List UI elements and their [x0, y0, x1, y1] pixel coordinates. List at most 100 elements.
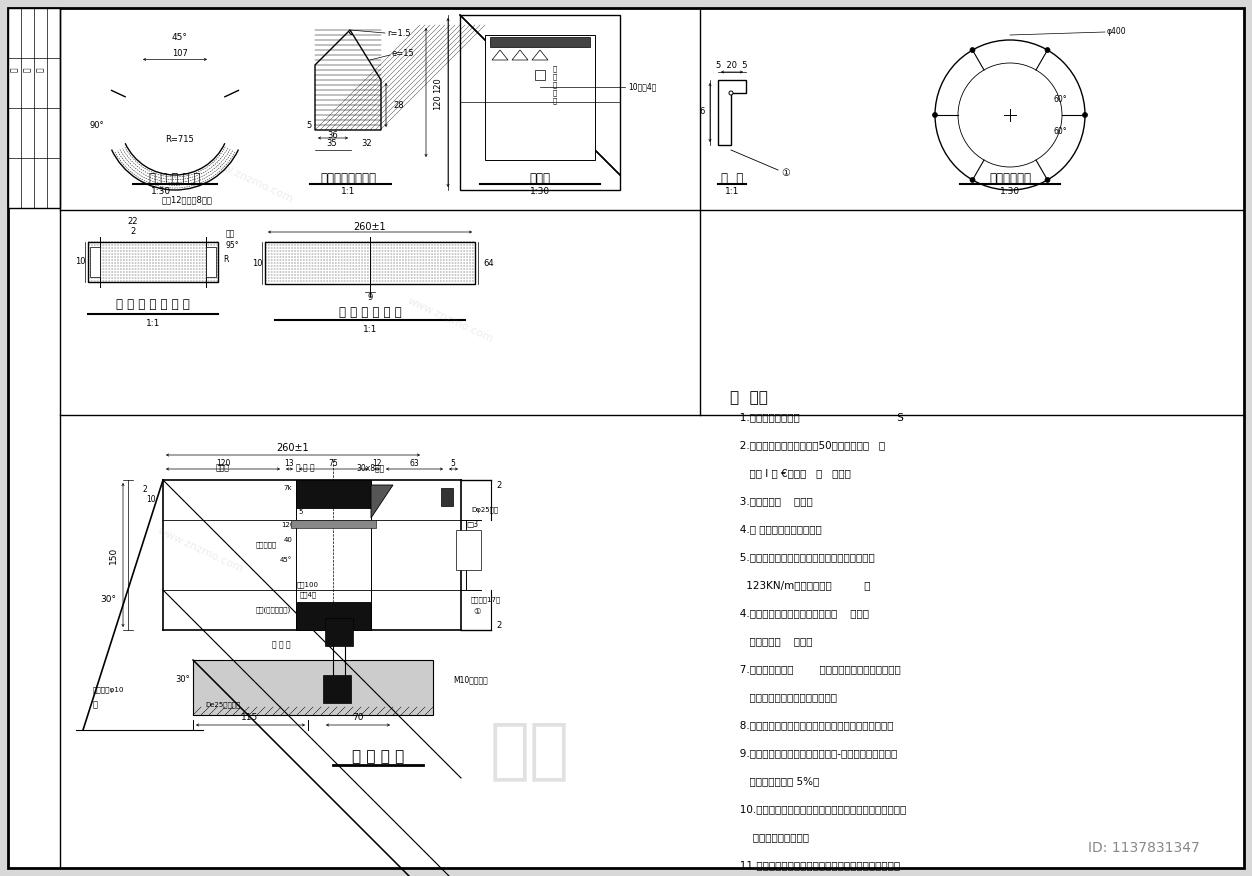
Text: 灌口缝隙φ10: 灌口缝隙φ10	[93, 687, 124, 693]
Text: 2: 2	[143, 485, 148, 494]
Circle shape	[970, 178, 975, 182]
Text: 11.注浆孔的数量及位置可结合现场施工实际需要调整。: 11.注浆孔的数量及位置可结合现场施工实际需要调整。	[730, 860, 900, 870]
Text: 衬垫(底层胶合板): 衬垫(底层胶合板)	[255, 607, 292, 613]
Text: 64: 64	[483, 258, 493, 267]
Bar	[441, 488, 453, 506]
Text: www.znzmo.com: www.znzmo.com	[155, 526, 244, 575]
Bar	[8, 8, 60, 208]
Text: 不
连
续
钢
筋: 不 连 续 钢 筋	[553, 65, 557, 104]
Text: r=1.5: r=1.5	[387, 29, 411, 38]
Circle shape	[729, 91, 732, 95]
Text: 密 封 胶: 密 封 胶	[295, 463, 314, 472]
Text: 1:1: 1:1	[341, 187, 356, 196]
Text: 10: 10	[252, 258, 262, 267]
Text: 外径100: 外径100	[297, 582, 319, 589]
Text: 15: 15	[328, 495, 338, 501]
Text: De25外方管堵: De25外方管堵	[205, 702, 240, 709]
Text: 3.砼保护层：    毫米。: 3.砼保护层： 毫米。	[730, 496, 813, 506]
Text: 4.内 外环筋呈螺旋式布置。: 4.内 外环筋呈螺旋式布置。	[730, 524, 821, 534]
Text: 13: 13	[284, 458, 294, 468]
Bar	[88, 242, 218, 282]
Circle shape	[970, 47, 975, 53]
Text: （厚12，每环8块）: （厚12，每环8块）	[162, 195, 213, 204]
Text: R=715: R=715	[165, 136, 194, 145]
Bar	[290, 520, 376, 528]
Text: 123KN/m，破坏荷载为          。: 123KN/m，破坏荷载为 。	[730, 580, 870, 590]
Bar	[456, 530, 481, 570]
Text: 75: 75	[328, 458, 338, 468]
Text: 栏: 栏	[35, 67, 45, 73]
Text: 12: 12	[372, 458, 382, 468]
Text: 2: 2	[496, 481, 501, 490]
Bar	[265, 242, 475, 284]
Text: 36: 36	[328, 131, 338, 139]
Text: www.znzmo.com: www.znzmo.com	[205, 156, 294, 204]
Bar	[90, 247, 100, 277]
Text: 107: 107	[172, 49, 188, 58]
Text: 1:1: 1:1	[725, 187, 739, 196]
Text: 120: 120	[215, 458, 230, 468]
Text: 密 封 胶: 密 封 胶	[272, 640, 290, 649]
Text: 端面不平度    毫米。: 端面不平度 毫米。	[730, 636, 813, 646]
Bar	[490, 37, 590, 47]
Text: 垫套环: 垫套环	[217, 463, 230, 472]
Text: 1.尺寸单位：毫米。                              S: 1.尺寸单位：毫米。 S	[730, 412, 904, 422]
Text: 衬 垫 尺 寸 图: 衬 垫 尺 寸 图	[149, 172, 200, 185]
Text: 4.管节端面与管体中轴线不垂直度    毫米，: 4.管节端面与管体中轴线不垂直度 毫米，	[730, 608, 869, 618]
Text: 2: 2	[130, 228, 135, 237]
Text: 钢筋 Ⅰ 为 €级钢，   为   级钢。: 钢筋 Ⅰ 为 €级钢， 为 级钢。	[730, 468, 851, 478]
Text: 260±1: 260±1	[277, 443, 309, 453]
Text: 9.垫层材料为多层胶合板，其应力-应变关系应符合试验: 9.垫层材料为多层胶合板，其应力-应变关系应符合试验	[730, 748, 898, 758]
Text: 30°: 30°	[175, 675, 190, 684]
Text: 30°: 30°	[100, 596, 116, 604]
Text: e=15: e=15	[392, 48, 414, 58]
Text: 说  明：: 说 明：	[730, 390, 767, 405]
Text: 120: 120	[433, 77, 442, 93]
Text: 梯形橡胶圈断面图: 梯形橡胶圈断面图	[321, 172, 376, 185]
Text: 115: 115	[242, 713, 259, 723]
Text: 10: 10	[146, 496, 155, 505]
Bar	[326, 618, 353, 646]
Text: 6: 6	[700, 108, 705, 117]
Text: □3: □3	[466, 520, 478, 529]
Text: 60°: 60°	[1054, 95, 1068, 103]
Text: 1:30: 1:30	[1000, 187, 1020, 196]
Text: 150: 150	[109, 547, 118, 563]
Bar	[459, 15, 620, 190]
Text: 钢  环: 钢 环	[721, 172, 744, 185]
Text: 95°: 95°	[227, 242, 239, 251]
Text: 会: 会	[10, 67, 19, 73]
Text: 5: 5	[299, 509, 303, 515]
Text: 22: 22	[128, 217, 138, 227]
Circle shape	[1045, 47, 1050, 53]
Text: 1:1: 1:1	[145, 320, 160, 328]
Text: 垫形橡胶圈: 垫形橡胶圈	[255, 541, 277, 548]
Text: 注浆孔示意图: 注浆孔示意图	[989, 172, 1030, 185]
Text: M10水泥砂浆: M10水泥砂浆	[453, 675, 488, 684]
Text: 7k: 7k	[284, 485, 292, 491]
Bar	[323, 675, 351, 703]
Text: 45°: 45°	[280, 557, 292, 563]
Text: www.znzmo.com: www.znzmo.com	[406, 296, 495, 344]
Text: 40: 40	[283, 537, 293, 543]
Text: 35: 35	[327, 139, 337, 149]
Text: Dφ25外接头: Dφ25外接头	[297, 607, 329, 613]
Text: 5: 5	[451, 458, 456, 468]
Circle shape	[933, 112, 938, 117]
Text: 内外防腐要求详施工图总说明。: 内外防腐要求详施工图总说明。	[730, 692, 838, 702]
Text: 120: 120	[433, 94, 442, 110]
Text: 1:30: 1:30	[530, 187, 550, 196]
Text: 钢 套 环 钢 板 接 头: 钢 套 环 钢 板 接 头	[116, 298, 190, 310]
Text: 钢 套 环 断 面 图: 钢 套 环 断 面 图	[339, 306, 402, 319]
Text: 紧后与管内壁齐平。: 紧后与管内壁齐平。	[730, 832, 809, 842]
Text: （厚4）: （厚4）	[299, 591, 317, 598]
Text: 2: 2	[496, 620, 501, 630]
Polygon shape	[371, 485, 393, 518]
Text: 32: 32	[362, 139, 372, 149]
Text: 10: 10	[75, 258, 85, 266]
Text: 5: 5	[307, 121, 312, 130]
Bar	[485, 35, 595, 160]
Text: 10钢板4厚: 10钢板4厚	[629, 82, 656, 91]
Text: 8.楔型橡胶圈采用氯丁橡胶，材质要求详设计总说明。: 8.楔型橡胶圈采用氯丁橡胶，材质要求详设计总说明。	[730, 720, 894, 730]
Text: 2.管体材料：砼强度等级为50，抗渗等级为   ；: 2.管体材料：砼强度等级为50，抗渗等级为 ；	[730, 440, 885, 450]
